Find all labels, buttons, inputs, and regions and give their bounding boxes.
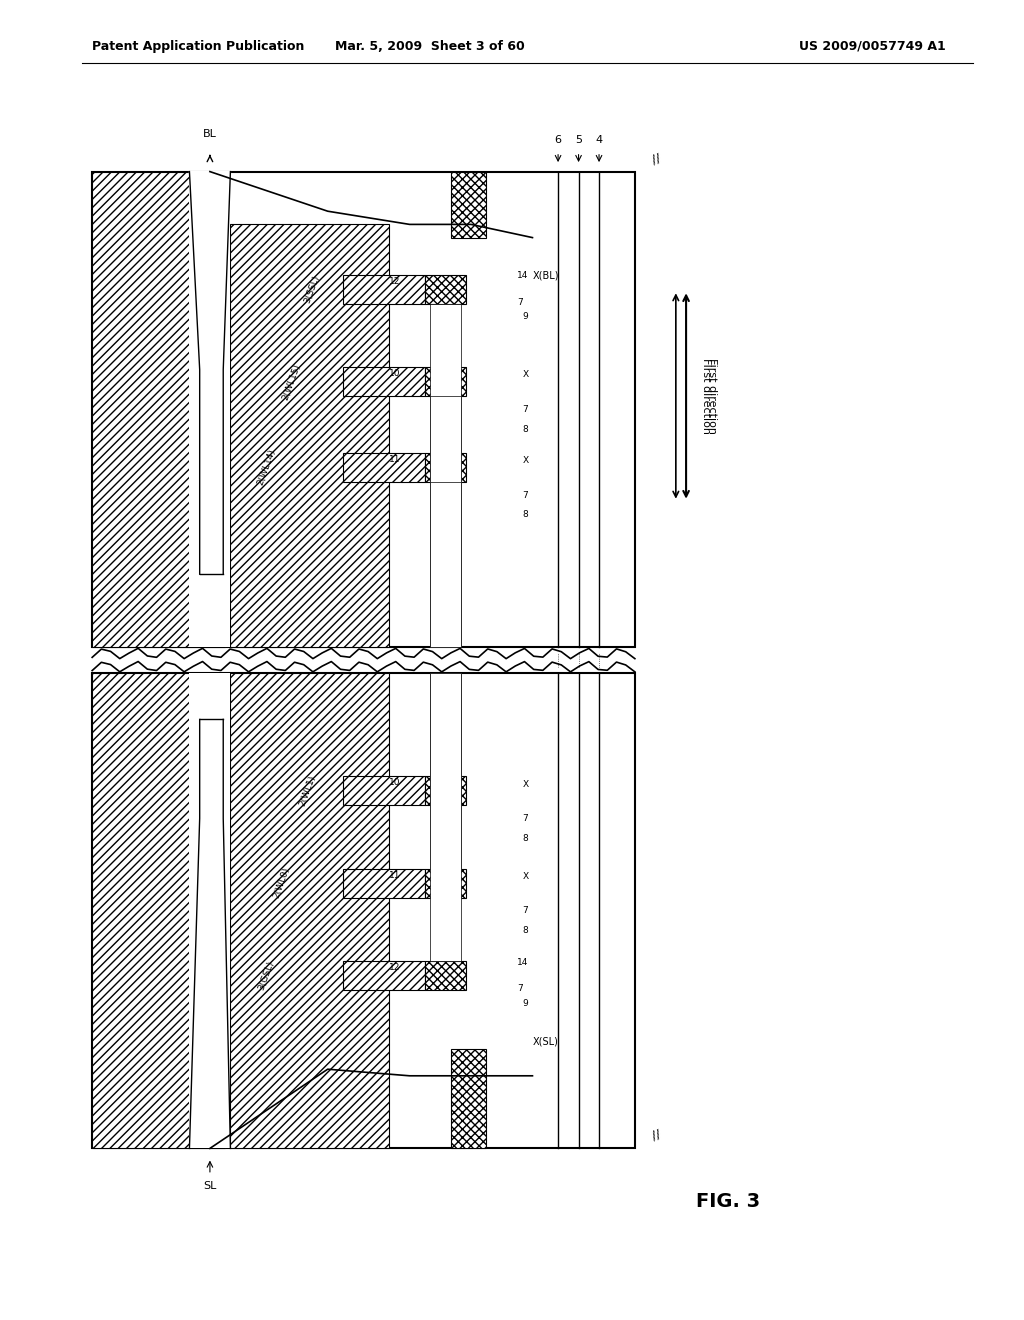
Text: 7: 7 bbox=[517, 985, 523, 993]
Text: SL: SL bbox=[203, 1181, 217, 1192]
Bar bbox=[189, 172, 230, 647]
Bar bbox=[430, 673, 461, 961]
Polygon shape bbox=[189, 172, 230, 370]
Text: X: X bbox=[522, 780, 528, 788]
Bar bbox=[425, 453, 466, 482]
Text: X(SL): X(SL) bbox=[532, 1036, 558, 1047]
Text: 5: 5 bbox=[575, 135, 582, 145]
Bar bbox=[343, 275, 425, 304]
Bar bbox=[451, 1049, 486, 1148]
Bar bbox=[430, 673, 461, 869]
Text: First direction: First direction bbox=[701, 358, 712, 434]
Bar bbox=[425, 869, 466, 898]
Bar bbox=[430, 396, 461, 647]
Bar bbox=[189, 673, 230, 1148]
Bar bbox=[230, 673, 389, 1148]
Text: 3(SSL): 3(SSL) bbox=[303, 273, 322, 305]
Bar bbox=[425, 367, 466, 396]
Text: Mar. 5, 2009  Sheet 3 of 60: Mar. 5, 2009 Sheet 3 of 60 bbox=[335, 40, 525, 53]
Text: 12: 12 bbox=[389, 964, 400, 972]
Bar bbox=[200, 370, 223, 574]
Text: 7: 7 bbox=[517, 298, 523, 306]
Bar bbox=[430, 673, 461, 776]
Text: X: X bbox=[522, 873, 528, 880]
Text: 11: 11 bbox=[389, 871, 400, 879]
Bar bbox=[451, 172, 486, 238]
Bar bbox=[343, 776, 425, 805]
Bar bbox=[230, 224, 389, 647]
Text: 12: 12 bbox=[389, 277, 400, 285]
Text: 8: 8 bbox=[522, 425, 528, 433]
Text: BL: BL bbox=[203, 128, 217, 139]
Text: Patent Application Publication: Patent Application Publication bbox=[92, 40, 304, 53]
Bar bbox=[92, 673, 635, 1148]
Text: 8: 8 bbox=[522, 834, 528, 842]
Text: 2(WL0): 2(WL0) bbox=[271, 866, 292, 900]
Bar bbox=[343, 869, 425, 898]
Text: 6: 6 bbox=[555, 135, 561, 145]
Text: X: X bbox=[522, 371, 528, 379]
Text: 4: 4 bbox=[596, 135, 602, 145]
Text: 7: 7 bbox=[522, 491, 528, 499]
Text: 14: 14 bbox=[517, 958, 528, 966]
Bar bbox=[430, 482, 461, 647]
Bar bbox=[425, 961, 466, 990]
Text: 10: 10 bbox=[389, 370, 400, 378]
Bar bbox=[430, 304, 461, 647]
Text: 7: 7 bbox=[522, 405, 528, 413]
Text: X(BL): X(BL) bbox=[532, 271, 559, 281]
Text: US 2009/0057749 A1: US 2009/0057749 A1 bbox=[799, 40, 945, 53]
Bar bbox=[343, 453, 425, 482]
Bar bbox=[200, 719, 223, 818]
Text: 10: 10 bbox=[389, 779, 400, 787]
Bar bbox=[343, 961, 425, 990]
Bar bbox=[92, 172, 225, 647]
Text: X: X bbox=[522, 457, 528, 465]
Text: 7: 7 bbox=[522, 907, 528, 915]
Text: 7: 7 bbox=[522, 814, 528, 822]
Text: //: // bbox=[650, 150, 663, 166]
Text: 14: 14 bbox=[517, 272, 528, 280]
Text: 8: 8 bbox=[522, 927, 528, 935]
Text: 2(WL14): 2(WL14) bbox=[256, 447, 276, 487]
Bar bbox=[425, 776, 466, 805]
Text: 2(WL15): 2(WL15) bbox=[282, 362, 302, 401]
Text: 9: 9 bbox=[522, 999, 528, 1007]
Bar bbox=[425, 275, 466, 304]
Bar bbox=[343, 367, 425, 396]
Text: First direction: First direction bbox=[707, 358, 717, 434]
Text: 2(WL1): 2(WL1) bbox=[297, 774, 317, 808]
Text: 8: 8 bbox=[522, 511, 528, 519]
Bar bbox=[92, 673, 225, 1148]
Text: //: // bbox=[650, 1127, 663, 1143]
Text: 3(GSL): 3(GSL) bbox=[257, 960, 275, 991]
Bar bbox=[92, 172, 635, 647]
Text: 9: 9 bbox=[522, 313, 528, 321]
Text: FIG. 3: FIG. 3 bbox=[696, 1192, 761, 1210]
Text: 11: 11 bbox=[389, 455, 400, 463]
